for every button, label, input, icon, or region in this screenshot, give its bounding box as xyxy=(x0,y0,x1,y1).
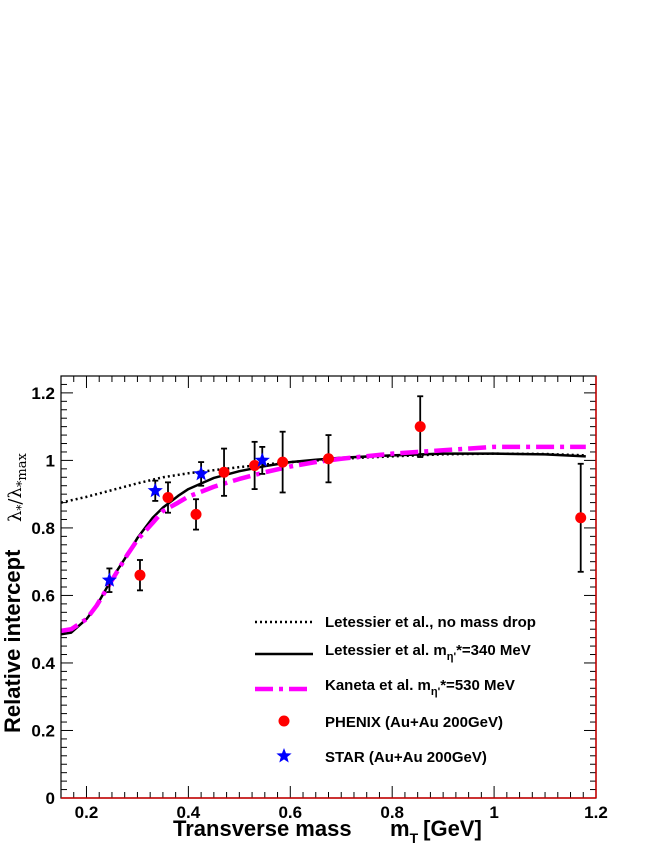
y-tick-label: 0.2 xyxy=(31,721,55,740)
x-tick-label: 0.8 xyxy=(380,803,404,822)
legend-label-no-mass-drop: Letessier et al., no mass drop xyxy=(325,614,536,631)
data-point-phenix xyxy=(277,456,289,468)
y-tick-label: 0.8 xyxy=(31,519,55,538)
data-point-phenix xyxy=(249,459,261,471)
data-point-star xyxy=(193,465,209,481)
series-layer xyxy=(60,395,587,636)
x-tick-label: 1.2 xyxy=(584,803,608,822)
x-axis-title: Transverse mass xyxy=(173,816,352,841)
data-point-phenix xyxy=(323,453,334,465)
y-tick-label: 0.4 xyxy=(31,654,55,673)
y-axis-ratio-label: λ*/λ*max xyxy=(5,453,30,522)
series-line-2 xyxy=(60,444,586,634)
y-tick-label: 1.2 xyxy=(31,384,55,403)
x-axis-variable: mT [GeV] xyxy=(390,816,482,846)
y-tick-label: 0.6 xyxy=(31,586,55,605)
y-tick-label: 0 xyxy=(46,789,55,808)
data-point-phenix xyxy=(575,512,587,524)
x-tick-label: 0.4 xyxy=(177,803,201,822)
data-point-phenix xyxy=(190,508,202,520)
x-tick-label: 0.6 xyxy=(278,803,302,822)
data-point-star xyxy=(147,482,163,498)
y-axis-title: Relative intercept xyxy=(0,549,25,733)
legend-label-star: STAR (Au+Au 200GeV) xyxy=(325,749,487,766)
data-point-phenix xyxy=(414,421,426,433)
legend-marker-star xyxy=(276,748,292,763)
legend-marker-phenix xyxy=(278,715,290,727)
data-point-phenix xyxy=(162,492,174,504)
legend: Letessier et al., no mass drop Letessier… xyxy=(255,614,536,766)
data-point-phenix xyxy=(218,466,230,478)
tick-layer xyxy=(60,375,597,799)
legend-label-letessier-340: Letessier et al. mη'*=340 MeV xyxy=(325,642,531,663)
y-tick-label: 1 xyxy=(46,451,55,470)
data-point-phenix xyxy=(134,569,146,581)
legend-label-kaneta-530: Kaneta et al. mη'*=530 MeV xyxy=(325,677,515,698)
legend-label-phenix: PHENIX (Au+Au 200GeV) xyxy=(325,714,503,731)
x-tick-label: 0.2 xyxy=(75,803,99,822)
data-point-star xyxy=(101,572,118,587)
data-point-star xyxy=(254,452,270,467)
x-tick-label: 1 xyxy=(489,803,498,822)
tick-label-layer: 0.2 0.4 0.6 0.8 1 1.2 0 0.2 0.4 0.6 0.8 1 1.2 xyxy=(31,384,607,822)
